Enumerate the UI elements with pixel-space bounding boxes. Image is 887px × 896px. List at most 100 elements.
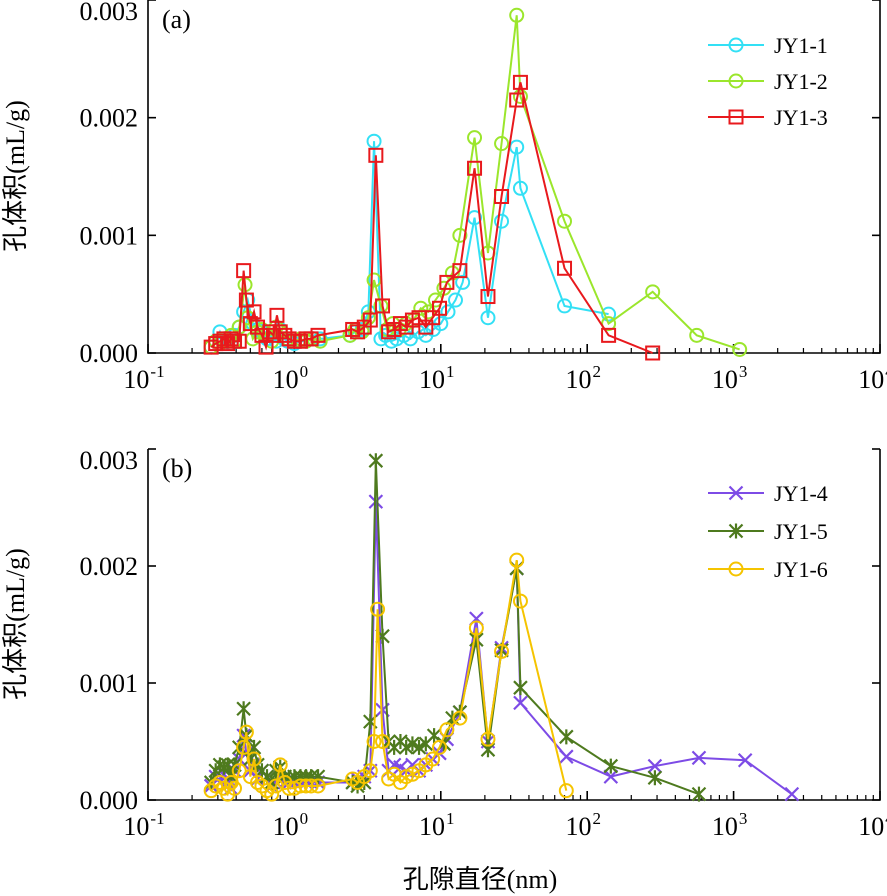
y-tick-label: 0.003: [80, 0, 139, 26]
series-jy1-3: [203, 74, 661, 361]
data-point: [558, 783, 574, 799]
data-point: [647, 770, 663, 786]
data-point: [208, 778, 224, 794]
data-point: [559, 729, 574, 745]
data-point: [440, 304, 456, 320]
x-tick-label: 101: [419, 362, 455, 394]
x-tick-label: 103: [712, 362, 748, 394]
x-tick-exponent: 2: [592, 809, 601, 828]
data-point: [603, 769, 619, 784]
data-point: [345, 321, 361, 337]
data-point: [236, 701, 251, 717]
data-point: [601, 306, 617, 322]
data-point: [375, 734, 391, 749]
panel-label: (a): [162, 5, 191, 34]
y-tick-label: 0.001: [80, 669, 139, 698]
x-tick-label: 104: [858, 809, 887, 841]
x-tick-exponent: 4: [885, 362, 887, 381]
data-point: [432, 739, 448, 755]
data-point: [480, 310, 496, 326]
y-tick-label: 0.000: [80, 339, 139, 368]
x-tick-label: 100: [273, 809, 309, 841]
axes-frame: [147, 0, 881, 354]
data-point: [480, 289, 496, 305]
data-point: [509, 7, 525, 23]
data-point: [603, 758, 619, 774]
legend-marker: [728, 561, 744, 577]
data-point: [375, 298, 391, 314]
x-tick-label: 10-1: [123, 809, 164, 841]
legend-label: JY1-4: [774, 481, 828, 506]
data-point: [310, 327, 326, 343]
data-point: [208, 336, 224, 352]
series-jy1-5: [203, 453, 707, 802]
legend-label: JY1-1: [774, 33, 828, 58]
data-point: [227, 780, 243, 796]
panel-label: (b): [162, 454, 192, 483]
data-point: [281, 780, 297, 796]
legend-marker: [728, 523, 744, 539]
series-line: [210, 82, 654, 354]
legend-marker: [728, 73, 744, 89]
data-point: [250, 774, 266, 790]
data-point: [425, 751, 441, 767]
data-point: [559, 749, 574, 764]
data-point: [452, 227, 468, 243]
data-point: [494, 136, 510, 152]
data-point: [362, 763, 378, 779]
data-point: [557, 260, 573, 276]
legend-label: JY1-5: [774, 519, 828, 544]
data-point: [467, 130, 483, 146]
data-point: [439, 722, 455, 738]
x-tick-exponent: 3: [739, 809, 748, 828]
data-point: [246, 751, 262, 767]
data-point: [509, 92, 525, 108]
data-point: [212, 333, 228, 349]
data-point: [557, 298, 573, 314]
data-point: [468, 620, 484, 636]
x-tick-exponent: 1: [446, 362, 455, 381]
data-point: [494, 643, 510, 659]
panel-a: 0.0000.0010.0020.00310-1100101102103104孔…: [1, 0, 887, 394]
data-point: [360, 310, 376, 326]
data-point: [411, 739, 427, 755]
y-axis-label: 孔体积(mL/g): [1, 100, 30, 252]
data-point: [513, 680, 528, 696]
data-point: [231, 333, 247, 349]
data-point: [645, 284, 661, 300]
data-point: [784, 786, 800, 802]
data-point: [512, 180, 528, 196]
data-point: [362, 312, 378, 328]
legend-marker: [728, 485, 744, 501]
data-point: [238, 724, 254, 740]
x-tick-exponent: 4: [885, 809, 887, 828]
data-point: [272, 757, 288, 773]
data-point: [512, 74, 528, 90]
data-point: [310, 778, 326, 794]
legend-label: JY1-6: [774, 557, 828, 582]
legend-label: JY1-3: [774, 105, 828, 130]
data-point: [509, 552, 525, 568]
x-tick-label: 102: [565, 362, 601, 394]
data-point: [281, 331, 297, 347]
data-point: [691, 750, 707, 766]
y-tick-label: 0.002: [80, 552, 139, 581]
x-tick-label: 104: [858, 362, 887, 394]
data-point: [494, 189, 510, 205]
data-point: [452, 710, 468, 726]
data-point: [269, 307, 285, 323]
data-point: [264, 786, 280, 802]
data-point: [366, 734, 382, 749]
data-point: [236, 263, 252, 279]
data-point: [447, 292, 463, 308]
y-tick-label: 0.001: [80, 221, 139, 250]
panel-b: 0.0000.0010.0020.00310-1100101102103104孔…: [1, 446, 887, 894]
data-point: [246, 304, 262, 320]
data-point: [236, 739, 252, 755]
data-point: [254, 327, 270, 343]
x-tick-label: 10-1: [123, 362, 164, 394]
data-point: [512, 593, 528, 609]
data-point: [557, 213, 573, 229]
data-point: [254, 778, 270, 794]
data-point: [368, 147, 384, 163]
